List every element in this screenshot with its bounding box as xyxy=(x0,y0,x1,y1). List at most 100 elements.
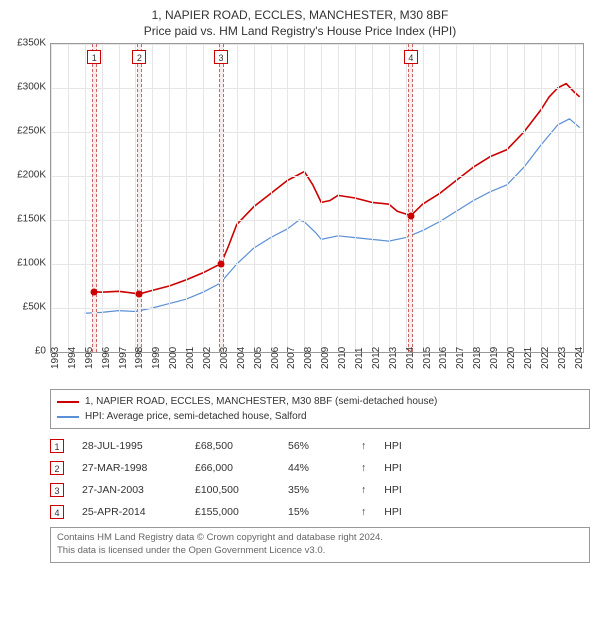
sales-row-hpi-label: HPI xyxy=(384,462,424,474)
footer: Contains HM Land Registry data © Crown c… xyxy=(50,527,590,563)
gridline-v xyxy=(423,44,424,352)
gridline-v xyxy=(68,44,69,352)
plot-area: 1234 xyxy=(50,43,584,353)
gridline-v xyxy=(287,44,288,352)
gridline-v xyxy=(203,44,204,352)
sales-row-price: £100,500 xyxy=(195,484,270,496)
sales-row-pct: 35% xyxy=(288,484,343,496)
sale-dot xyxy=(407,212,414,219)
gridline-v xyxy=(406,44,407,352)
sales-row-hpi-label: HPI xyxy=(384,440,424,452)
up-arrow-icon: ↑ xyxy=(361,440,366,452)
sales-row-pct: 56% xyxy=(288,440,343,452)
sales-table: 1 28-JUL-1995 £68,500 56% ↑ HPI 2 27-MAR-1998 £6… xyxy=(50,435,590,523)
sales-row-marker: 2 xyxy=(50,461,64,475)
sales-row-date: 27-MAR-1998 xyxy=(82,462,177,474)
legend-swatch xyxy=(57,401,79,403)
x-axis-label: 2024 xyxy=(574,347,600,369)
gridline-v xyxy=(169,44,170,352)
sales-row-date: 25-APR-2014 xyxy=(82,506,177,518)
gridline-v xyxy=(507,44,508,352)
gridline-v xyxy=(490,44,491,352)
gridline-h xyxy=(51,44,583,45)
y-axis-label: £50K xyxy=(10,302,46,313)
chart-container: 1, NAPIER ROAD, ECCLES, MANCHESTER, M30 … xyxy=(0,0,600,620)
title-sub: Price paid vs. HM Land Registry's House … xyxy=(10,24,590,40)
gridline-v xyxy=(338,44,339,352)
sales-row-date: 28-JUL-1995 xyxy=(82,440,177,452)
gridline-v xyxy=(524,44,525,352)
sales-row-pct: 15% xyxy=(288,506,343,518)
sales-row-price: £66,000 xyxy=(195,462,270,474)
gridline-v xyxy=(271,44,272,352)
sale-band xyxy=(408,44,413,352)
sales-row-marker: 3 xyxy=(50,483,64,497)
sales-row-marker: 1 xyxy=(50,439,64,453)
gridline-v xyxy=(541,44,542,352)
gridline-v xyxy=(186,44,187,352)
legend-label: 1, NAPIER ROAD, ECCLES, MANCHESTER, M30 … xyxy=(85,394,437,409)
titles: 1, NAPIER ROAD, ECCLES, MANCHESTER, M30 … xyxy=(10,8,590,39)
title-main: 1, NAPIER ROAD, ECCLES, MANCHESTER, M30 … xyxy=(10,8,590,24)
gridline-v xyxy=(321,44,322,352)
sale-dot xyxy=(91,288,98,295)
line-layer xyxy=(51,44,583,352)
sales-row-hpi-label: HPI xyxy=(384,506,424,518)
sales-row-price: £68,500 xyxy=(195,440,270,452)
sales-row-date: 27-JAN-2003 xyxy=(82,484,177,496)
sale-marker-box: 3 xyxy=(214,50,228,64)
chart-area: 1234 £0£50K£100K£150K£200K£250K£300K£350… xyxy=(50,43,584,383)
sales-row: 425-APR-2014£155,00015%↑HPI xyxy=(50,501,590,523)
sale-marker-box: 4 xyxy=(404,50,418,64)
sales-row: 3 27-JAN-2003 £100,500 35% ↑ HPI xyxy=(50,479,590,501)
footer-line-1: Contains HM Land Registry data © Crown c… xyxy=(57,532,583,545)
y-axis-label: £350K xyxy=(10,38,46,49)
gridline-v xyxy=(456,44,457,352)
sale-dot xyxy=(136,291,143,298)
gridline-v xyxy=(102,44,103,352)
legend-label: HPI: Average price, semi-detached house,… xyxy=(85,409,307,424)
legend-item: 1, NAPIER ROAD, ECCLES, MANCHESTER, M30 … xyxy=(57,394,583,409)
gridline-v xyxy=(254,44,255,352)
gridline-v xyxy=(372,44,373,352)
gridline-v xyxy=(304,44,305,352)
y-axis-label: £250K xyxy=(10,126,46,137)
y-axis-label: £150K xyxy=(10,214,46,225)
up-arrow-icon: ↑ xyxy=(361,506,366,518)
up-arrow-icon: ↑ xyxy=(361,484,366,496)
sales-row-hpi-label: HPI xyxy=(384,484,424,496)
gridline-h xyxy=(51,88,583,89)
gridline-h xyxy=(51,176,583,177)
sales-row-pct: 44% xyxy=(288,462,343,474)
gridline-v xyxy=(473,44,474,352)
sale-band xyxy=(137,44,142,352)
sales-row: 2 27-MAR-1998 £66,000 44% ↑ HPI xyxy=(50,457,590,479)
sale-band xyxy=(92,44,97,352)
gridline-v xyxy=(51,44,52,352)
legend: 1, NAPIER ROAD, ECCLES, MANCHESTER, M30 … xyxy=(50,389,590,429)
sale-band xyxy=(219,44,224,352)
sales-row-marker: 4 xyxy=(50,505,64,519)
y-axis-label: £0 xyxy=(10,346,46,357)
legend-item: HPI: Average price, semi-detached house,… xyxy=(57,409,583,424)
gridline-h xyxy=(51,264,583,265)
y-axis-label: £100K xyxy=(10,258,46,269)
y-axis-label: £200K xyxy=(10,170,46,181)
sale-marker-box: 2 xyxy=(132,50,146,64)
sale-dot xyxy=(218,260,225,267)
gridline-v xyxy=(558,44,559,352)
gridline-v xyxy=(152,44,153,352)
sales-row: 1 28-JUL-1995 £68,500 56% ↑ HPI xyxy=(50,435,590,457)
gridline-v xyxy=(439,44,440,352)
up-arrow-icon: ↑ xyxy=(361,462,366,474)
gridline-h xyxy=(51,308,583,309)
gridline-v xyxy=(237,44,238,352)
gridline-h xyxy=(51,220,583,221)
gridline-v xyxy=(389,44,390,352)
y-axis-label: £300K xyxy=(10,82,46,93)
gridline-v xyxy=(85,44,86,352)
gridline-v xyxy=(575,44,576,352)
gridline-v xyxy=(355,44,356,352)
legend-swatch xyxy=(57,416,79,418)
footer-line-2: This data is licensed under the Open Gov… xyxy=(57,545,583,558)
